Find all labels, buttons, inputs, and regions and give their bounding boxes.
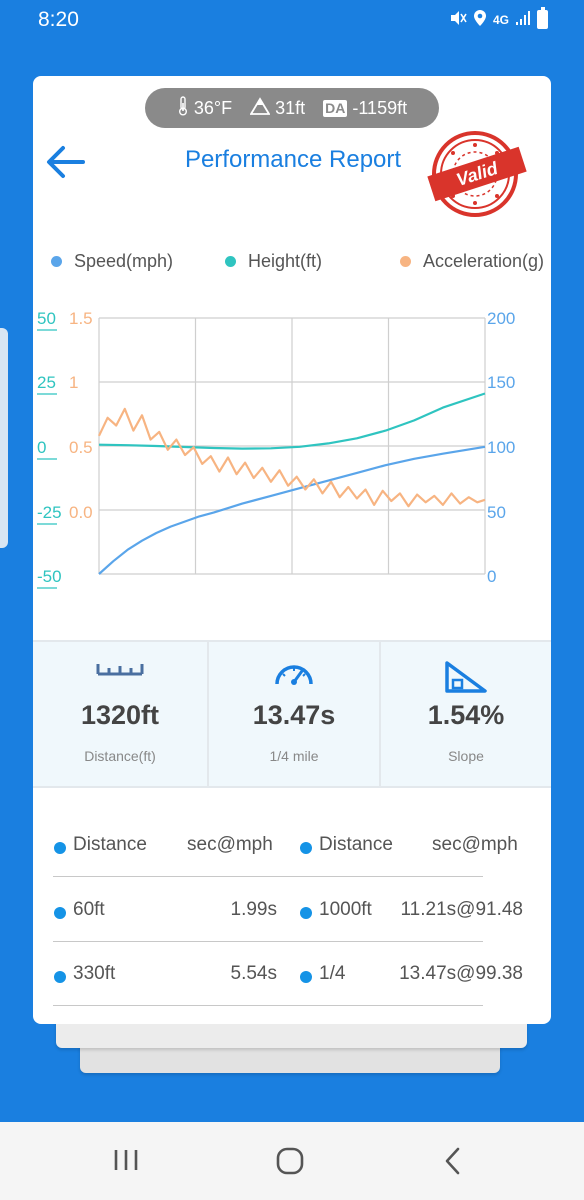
legend-height[interactable]: Height(ft) xyxy=(225,251,322,272)
mute-icon xyxy=(449,9,467,30)
legend-height-label: Height(ft) xyxy=(248,251,323,271)
performance-chart: 50 25 0 -25 -50 1.5 1 0.5 0.0 200 150 100 50 0 xyxy=(33,294,551,594)
bullet-icon xyxy=(300,842,312,854)
temperature-value: 36°F xyxy=(193,97,233,118)
stat-time-value: 13.47s xyxy=(252,700,336,730)
side-panel-handle[interactable] xyxy=(0,328,8,548)
page-title: Performance Report xyxy=(184,146,402,173)
home-icon xyxy=(276,1147,304,1175)
row-time: 5.54s xyxy=(230,963,277,984)
bullet-icon xyxy=(300,971,312,983)
stat-divider xyxy=(379,642,381,786)
acceleration-axis-tick: 1 xyxy=(69,373,78,392)
acceleration-axis-tick: 0.0 xyxy=(69,503,93,522)
header-distance: Distance xyxy=(319,834,393,855)
signal-icon xyxy=(515,10,531,29)
series-line-height-ft xyxy=(98,392,486,450)
height-axis-tick: 0 xyxy=(37,438,46,457)
table-row: 60ft 1.99s 1000ft 11.21s@91.48 xyxy=(33,899,551,939)
back-nav-icon xyxy=(445,1147,460,1175)
status-time: 8:20 xyxy=(38,8,79,31)
stamp-icon: Valid xyxy=(427,131,527,217)
row-distance: 1000ft xyxy=(319,899,372,920)
slope-icon xyxy=(444,660,488,699)
legend-speed-swatch xyxy=(51,256,62,267)
row-distance: 330ft xyxy=(73,963,116,984)
table-row: 330ft 5.54s 1/4 13.47s@99.38 xyxy=(33,963,551,1003)
da-badge: DA xyxy=(323,99,348,117)
header-sec-mph: sec@mph xyxy=(187,834,273,855)
valid-stamp: Valid xyxy=(425,130,529,218)
stat-time: 13.47s 1/4 mile xyxy=(209,642,379,786)
status-bar: 8:20 4G xyxy=(0,0,584,40)
speed-axis-tick: 0 xyxy=(487,567,496,586)
row-distance: 60ft xyxy=(73,899,105,920)
acceleration-axis-tick: 1.5 xyxy=(69,309,93,328)
legend-speed[interactable]: Speed(mph) xyxy=(51,251,173,272)
thermometer-icon xyxy=(177,95,189,121)
row-divider xyxy=(53,941,483,942)
status-icons: 4G xyxy=(449,7,548,30)
legend-acceleration-swatch xyxy=(400,256,411,267)
ruler-icon xyxy=(96,660,144,681)
row-time: 11.21s@91.48 xyxy=(400,899,523,920)
stat-divider xyxy=(207,642,209,786)
bullet-icon xyxy=(54,907,66,919)
navigation-bar xyxy=(0,1122,584,1200)
header-distance: Distance xyxy=(73,834,147,855)
battery-icon xyxy=(537,7,548,29)
row-divider xyxy=(53,1005,483,1006)
stat-distance-value: 1320ft xyxy=(80,700,160,730)
stat-slope: 1.54% Slope xyxy=(381,642,551,786)
speedometer-icon xyxy=(274,660,314,691)
weather-pill: 36°F 31ft DA -1159ft xyxy=(145,88,439,128)
network-icon: 4G xyxy=(492,12,509,27)
home-button[interactable] xyxy=(270,1144,310,1178)
density-altitude-value: -1159ft xyxy=(352,97,408,118)
mountain-icon xyxy=(249,96,271,120)
chart-legend: Speed(mph) Height(ft) Acceleration(g) xyxy=(51,251,551,275)
legend-height-swatch xyxy=(225,256,236,267)
chart-svg: 50 25 0 -25 -50 1.5 1 0.5 0.0 200 150 100 50 0 xyxy=(37,309,515,589)
stat-slope-value: 1.54% xyxy=(427,700,505,730)
table-header-row: Distance sec@mph Distance sec@mph xyxy=(33,834,551,874)
acceleration-axis-tick: 0.5 xyxy=(69,438,93,457)
series-line-speed-mph xyxy=(98,445,486,575)
stat-slope-label: Slope xyxy=(448,748,484,764)
row-time: 13.47s@99.38 xyxy=(399,963,523,984)
arrow-left-icon xyxy=(47,146,85,178)
speed-axis-tick: 200 xyxy=(487,309,515,328)
speed-axis-tick: 150 xyxy=(487,373,515,392)
location-icon xyxy=(473,9,487,30)
height-axis-tick: -25 xyxy=(37,503,62,522)
speed-axis-tick: 100 xyxy=(487,438,515,457)
legend-acceleration-label: Acceleration(g) xyxy=(423,251,545,271)
stat-distance: 1320ft Distance(ft) xyxy=(33,642,207,786)
back-button[interactable] xyxy=(43,142,87,182)
row-divider xyxy=(53,876,483,877)
row-distance: 1/4 xyxy=(319,963,346,984)
bullet-icon xyxy=(54,971,66,983)
series-line-acceleration-g xyxy=(98,407,486,508)
stats-panel: 1320ft Distance(ft) 13.47s 1/4 mile 1.54… xyxy=(33,640,551,788)
bullet-icon xyxy=(300,907,312,919)
report-card: 36°F 31ft DA -1159ft Performance Report xyxy=(33,76,551,1024)
height-axis-tick: 25 xyxy=(37,373,56,392)
altitude-value: 31ft xyxy=(275,97,306,118)
back-nav-button[interactable] xyxy=(434,1144,474,1178)
legend-speed-label: Speed(mph) xyxy=(74,251,174,271)
stat-time-label: 1/4 mile xyxy=(269,748,319,764)
speed-axis-tick: 50 xyxy=(487,503,506,522)
row-time: 1.99s xyxy=(230,899,277,920)
recent-apps-button[interactable] xyxy=(106,1144,146,1178)
height-axis-tick: 50 xyxy=(37,309,56,328)
stat-distance-label: Distance(ft) xyxy=(84,748,156,764)
header-sec-mph: sec@mph xyxy=(432,834,518,855)
height-axis-tick: -50 xyxy=(37,567,62,586)
legend-acceleration[interactable]: Acceleration(g) xyxy=(400,251,544,272)
recent-apps-icon xyxy=(114,1150,138,1170)
bullet-icon xyxy=(54,842,66,854)
